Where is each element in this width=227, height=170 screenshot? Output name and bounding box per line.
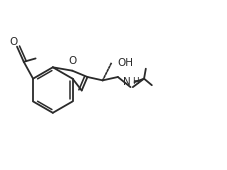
Text: OH: OH: [117, 58, 133, 68]
Text: N: N: [122, 77, 130, 87]
Text: O: O: [10, 37, 18, 47]
Text: O: O: [68, 56, 76, 66]
Text: H: H: [131, 77, 138, 86]
